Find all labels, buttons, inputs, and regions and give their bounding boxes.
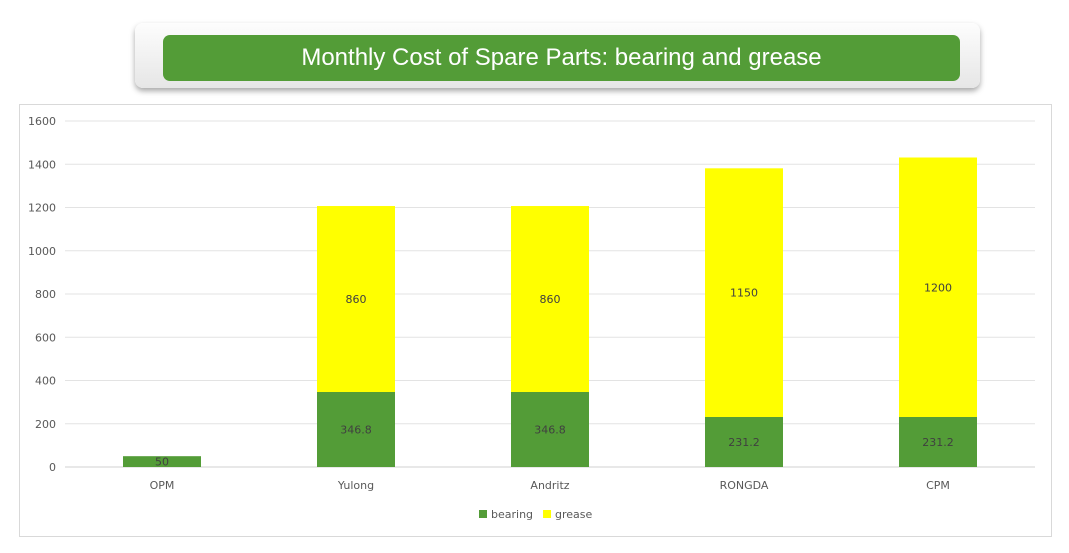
y-tick-label: 800 [35, 288, 56, 301]
bar-grease [705, 168, 783, 418]
data-label: 860 [540, 293, 561, 306]
data-label: 1150 [730, 287, 758, 300]
data-label: 346.8 [534, 424, 566, 437]
data-label: 1200 [924, 281, 952, 294]
legend-swatch-bearing [479, 510, 487, 518]
legend-label-grease: grease [555, 508, 593, 521]
y-tick-label: 1000 [28, 245, 56, 258]
x-tick-label: Yulong [337, 479, 374, 492]
x-tick-label: OPM [150, 479, 175, 492]
y-tick-label: 1400 [28, 158, 56, 171]
y-tick-label: 400 [35, 375, 56, 388]
y-tick-label: 0 [49, 461, 56, 474]
bar-grease [899, 157, 977, 418]
y-tick-label: 200 [35, 418, 56, 431]
chart-title: Monthly Cost of Spare Parts: bearing and… [163, 35, 960, 81]
x-tick-label: Andritz [530, 479, 569, 492]
bar-bearing [705, 417, 783, 467]
bar-bearing [123, 456, 201, 467]
y-tick-label: 600 [35, 331, 56, 344]
x-tick-label: RONGDA [720, 479, 769, 492]
bar-grease [317, 206, 395, 393]
legend-swatch-grease [543, 510, 552, 518]
data-label: 231.2 [922, 436, 954, 449]
bar-grease [511, 206, 589, 393]
data-label: 50 [155, 456, 169, 469]
data-label: 860 [346, 293, 367, 306]
chart-title-banner: Monthly Cost of Spare Parts: bearing and… [135, 23, 980, 88]
x-tick-label: CPM [926, 479, 950, 492]
chart-area [19, 104, 1052, 537]
data-label: 231.2 [728, 436, 760, 449]
bar-bearing [899, 417, 977, 467]
data-label: 346.8 [340, 424, 372, 437]
y-tick-label: 1200 [28, 202, 56, 215]
bar-bearing [317, 392, 395, 467]
y-tick-label: 1600 [28, 115, 56, 128]
legend-label-bearing: bearing [491, 508, 533, 521]
bar-bearing [511, 392, 589, 467]
